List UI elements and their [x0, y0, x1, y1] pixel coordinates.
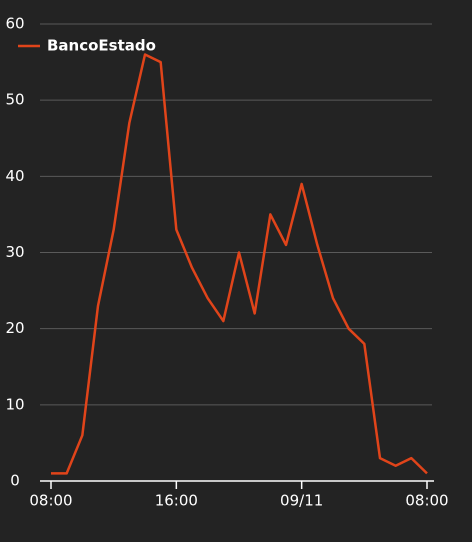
x-tick-label: 08:00 [405, 492, 448, 510]
y-tick-label: 20 [5, 319, 24, 337]
y-tick-label: 30 [5, 243, 24, 261]
legend-label: BancoEstado [47, 37, 156, 55]
y-tick-label: 50 [5, 91, 24, 109]
y-tick-label: 0 [10, 472, 20, 490]
line-series [51, 53, 428, 475]
x-tick-label: 16:00 [155, 492, 198, 510]
y-tick-label: 40 [5, 167, 24, 185]
y-tick-label: 60 [5, 15, 24, 33]
y-tick-label: 10 [5, 395, 24, 413]
x-tick-label: 09/11 [280, 492, 323, 510]
x-tick-label: 08:00 [29, 492, 72, 510]
